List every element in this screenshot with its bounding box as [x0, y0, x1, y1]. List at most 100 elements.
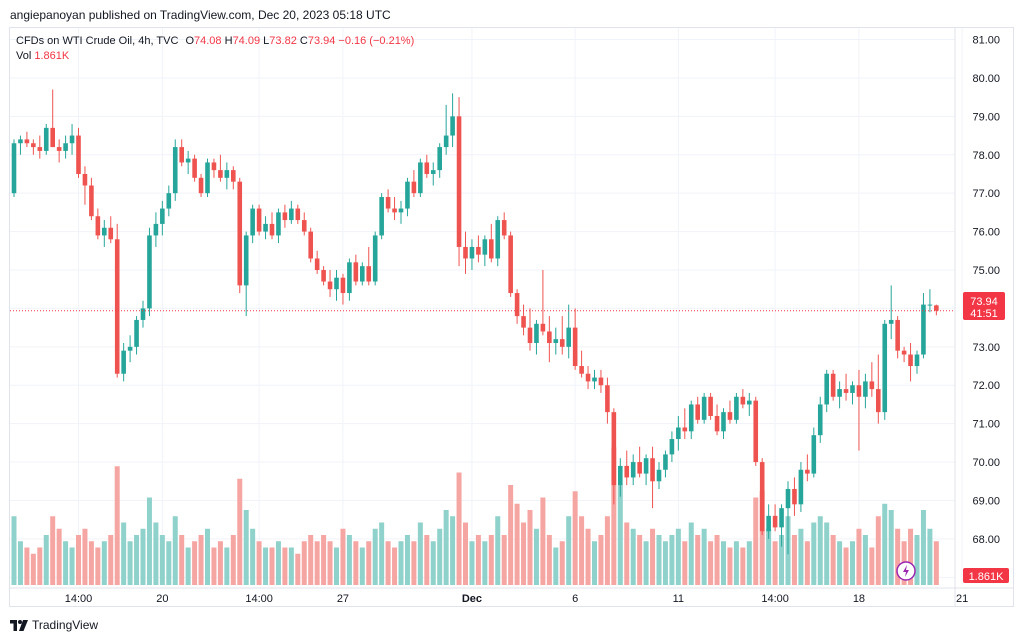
volume-bar: [662, 541, 668, 585]
volume-bar: [475, 535, 481, 585]
x-tick-label: 14:00: [761, 593, 789, 605]
candle-body: [69, 135, 75, 144]
volume-bar: [172, 516, 178, 585]
volume-bar: [546, 535, 552, 585]
candle-body: [172, 147, 178, 194]
volume-bar: [714, 535, 720, 585]
candle-body: [869, 381, 875, 390]
candle-body: [411, 181, 417, 194]
volume-bar: [385, 541, 391, 585]
candle-body: [682, 427, 688, 432]
candle-body: [463, 246, 468, 259]
candle-body: [830, 373, 836, 397]
volume-bar: [263, 547, 269, 585]
candle-body: [772, 515, 778, 528]
vol-value: 1.861K: [34, 50, 70, 62]
legend-ohlc-row: CFDs on WTI Crude Oil, 4h, TVC O74.08 H7…: [16, 35, 415, 47]
candle-body: [63, 143, 68, 151]
volume-bar: [598, 535, 604, 585]
grid-lines: [10, 28, 963, 585]
candle-body: [418, 162, 423, 194]
candle-body: [637, 462, 642, 474]
y-tick-label: 71.00: [972, 419, 1000, 431]
volume-bar: [224, 547, 230, 585]
volume-bar: [695, 535, 701, 585]
last-price-label: 73.94: [970, 296, 998, 308]
open-value: 74.08: [194, 35, 222, 47]
footer-brand[interactable]: TradingView: [32, 618, 99, 632]
volume-bar: [482, 541, 488, 585]
volume-bar: [566, 516, 572, 585]
candle-body: [250, 208, 255, 236]
volume-bar: [63, 541, 69, 585]
candle-body: [592, 377, 597, 382]
candle-body: [714, 415, 720, 432]
candle-body: [721, 412, 726, 432]
volume-bar: [869, 547, 875, 585]
volume-bar: [243, 510, 249, 585]
candle-body: [127, 346, 133, 351]
volume-bar: [675, 528, 681, 585]
candle-body: [263, 223, 268, 232]
tradingview-logo-icon[interactable]: [10, 619, 28, 631]
candle-body: [888, 319, 894, 324]
y-tick-label: 80.00: [972, 73, 1000, 85]
candle-body: [18, 139, 23, 144]
volume-bar: [359, 547, 365, 585]
volume-bar: [43, 535, 49, 585]
volume-bar: [521, 522, 527, 585]
low-value: 73.82: [269, 35, 297, 47]
volume-bar: [121, 522, 127, 585]
volume-bar: [379, 522, 385, 585]
candle-body: [566, 327, 571, 347]
volume-bar: [514, 503, 520, 585]
volume-bar: [727, 547, 733, 585]
volume-bar: [888, 510, 894, 585]
y-tick-label: 72.00: [972, 380, 1000, 392]
volume-bar: [882, 503, 888, 585]
volume-bar: [585, 528, 591, 585]
volume-bar: [495, 516, 501, 585]
candle-body: [934, 305, 939, 311]
x-tick-label: 6: [572, 593, 578, 605]
y-tick-label: 69.00: [972, 495, 1000, 507]
volume-bar: [669, 535, 675, 585]
volume-bar: [334, 547, 339, 585]
candle-body: [443, 135, 449, 148]
volume-bar: [579, 516, 585, 585]
x-tick-label: 11: [673, 593, 684, 605]
price-tags: 73.94 41:51 1.861K: [963, 292, 1009, 583]
footer: TradingView: [10, 618, 98, 632]
candle-body: [360, 266, 365, 282]
volume-bar: [269, 547, 275, 585]
symbol-label[interactable]: CFDs on WTI Crude Oil, 4h, TVC: [16, 35, 179, 47]
candle-body: [334, 277, 339, 290]
volume-bar: [11, 516, 17, 585]
volume-bar: [24, 547, 30, 585]
volume-bar: [753, 497, 759, 585]
candle-body: [734, 396, 739, 420]
candle-body: [624, 465, 630, 478]
x-tick-label: Dec: [462, 593, 482, 605]
candle-body: [153, 223, 159, 236]
countdown-label: 41:51: [970, 308, 998, 320]
candle-body: [708, 396, 713, 416]
candle-body: [605, 385, 610, 413]
candle-body: [766, 515, 771, 532]
volume-bar: [308, 535, 314, 585]
volume-bar: [862, 535, 868, 585]
volume-bar: [592, 541, 597, 585]
candle-body: [740, 396, 746, 405]
candle-body: [160, 208, 165, 224]
x-tick-label: 20: [156, 593, 168, 605]
volume-bar: [927, 528, 933, 585]
candle-body: [218, 170, 223, 178]
volume-bar: [688, 522, 694, 585]
lightning-icon[interactable]: [896, 561, 916, 581]
volume-bar: [230, 535, 236, 585]
candle-body: [476, 246, 481, 255]
candles: [11, 89, 939, 555]
volume-bar: [843, 547, 849, 585]
volume-bar: [740, 547, 746, 585]
